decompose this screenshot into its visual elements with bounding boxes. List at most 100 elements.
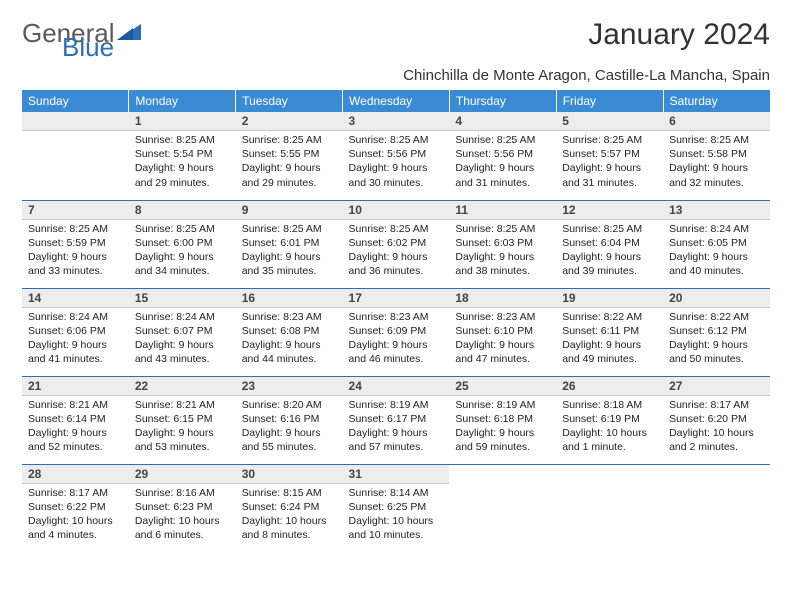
calendar-table: Sunday Monday Tuesday Wednesday Thursday…	[22, 90, 770, 552]
day-number: 18	[449, 289, 556, 308]
calendar-day-cell: 20Sunrise: 8:22 AMSunset: 6:12 PMDayligh…	[663, 288, 770, 376]
day-number: 9	[236, 201, 343, 220]
calendar-day-cell	[556, 464, 663, 552]
day-info: Sunrise: 8:22 AMSunset: 6:12 PMDaylight:…	[669, 310, 764, 367]
day-number: 8	[129, 201, 236, 220]
calendar-day-cell: 31 Sunrise: 8:14 AMSunset: 6:25 PMDayligh…	[343, 464, 450, 552]
day-info: Sunrise: 8:25 AMSunset: 5:57 PMDaylight:…	[562, 133, 657, 190]
day-info: Sunrise: 8:23 AMSunset: 6:08 PMDaylight:…	[242, 310, 337, 367]
day-number: 29	[129, 465, 236, 484]
calendar-day-cell: 18 Sunrise: 8:23 AMSunset: 6:10 PMDayligh…	[449, 288, 556, 376]
calendar-day-cell: 2 Sunrise: 8:25 AMSunset: 5:55 PMDaylight…	[236, 112, 343, 200]
day-number: 31	[343, 465, 450, 484]
day-info: Sunrise: 8:25 AMSunset: 6:00 PMDaylight:…	[135, 222, 230, 279]
day-info: Sunrise: 8:16 AMSunset: 6:23 PMDaylight:…	[135, 486, 230, 543]
calendar-day-cell	[22, 112, 129, 200]
day-info: Sunrise: 8:25 AMSunset: 6:02 PMDaylight:…	[349, 222, 444, 279]
calendar-day-cell: 25 Sunrise: 8:19 AMSunset: 6:18 PMDayligh…	[449, 376, 556, 464]
day-info: Sunrise: 8:21 AMSunset: 6:15 PMDaylight:…	[135, 398, 230, 455]
calendar-day-cell: 29 Sunrise: 8:16 AMSunset: 6:23 PMDayligh…	[129, 464, 236, 552]
calendar-week-row: 7 Sunrise: 8:25 AMSunset: 5:59 PMDaylight…	[22, 200, 770, 288]
day-number: 15	[129, 289, 236, 308]
calendar-day-cell: 22 Sunrise: 8:21 AMSunset: 6:15 PMDayligh…	[129, 376, 236, 464]
calendar-day-cell: 28Sunrise: 8:17 AMSunset: 6:22 PMDayligh…	[22, 464, 129, 552]
day-number: 23	[236, 377, 343, 396]
calendar-day-cell: 21 Sunrise: 8:21 AMSunset: 6:14 PMDayligh…	[22, 376, 129, 464]
calendar-week-row: 21 Sunrise: 8:21 AMSunset: 6:14 PMDayligh…	[22, 376, 770, 464]
calendar-day-cell: 15 Sunrise: 8:24 AMSunset: 6:07 PMDayligh…	[129, 288, 236, 376]
day-number: 2	[236, 112, 343, 131]
brand-part2: Blue	[62, 32, 114, 63]
day-info: Sunrise: 8:25 AMSunset: 6:04 PMDaylight:…	[562, 222, 657, 279]
day-number: 28	[22, 465, 129, 484]
day-info: Sunrise: 8:25 AMSunset: 5:56 PMDaylight:…	[455, 133, 550, 190]
calendar-day-cell: 19Sunrise: 8:22 AMSunset: 6:11 PMDayligh…	[556, 288, 663, 376]
calendar-day-cell: 3 Sunrise: 8:25 AMSunset: 5:56 PMDaylight…	[343, 112, 450, 200]
day-info: Sunrise: 8:19 AMSunset: 6:17 PMDaylight:…	[349, 398, 444, 455]
day-number: 27	[663, 377, 770, 396]
day-info: Sunrise: 8:23 AMSunset: 6:09 PMDaylight:…	[349, 310, 444, 367]
day-info: Sunrise: 8:22 AMSunset: 6:11 PMDaylight:…	[562, 310, 657, 367]
weekday-header: Tuesday	[236, 90, 343, 112]
weekday-header: Wednesday	[343, 90, 450, 112]
calendar-day-cell: 27 Sunrise: 8:17 AMSunset: 6:20 PMDayligh…	[663, 376, 770, 464]
day-number: 14	[22, 289, 129, 308]
location-text: Chinchilla de Monte Aragon, Castille-La …	[22, 67, 770, 84]
calendar-day-cell: 10Sunrise: 8:25 AMSunset: 6:02 PMDayligh…	[343, 200, 450, 288]
day-number: 3	[343, 112, 450, 131]
calendar-week-row: 1Sunrise: 8:25 AMSunset: 5:54 PMDaylight…	[22, 112, 770, 200]
day-info: Sunrise: 8:24 AMSunset: 6:06 PMDaylight:…	[28, 310, 123, 367]
day-info: Sunrise: 8:25 AMSunset: 5:54 PMDaylight:…	[135, 133, 230, 190]
day-info: Sunrise: 8:25 AMSunset: 5:55 PMDaylight:…	[242, 133, 337, 190]
day-info: Sunrise: 8:19 AMSunset: 6:18 PMDaylight:…	[455, 398, 550, 455]
day-number: 7	[22, 201, 129, 220]
day-number: 4	[449, 112, 556, 131]
calendar-day-cell: 7 Sunrise: 8:25 AMSunset: 5:59 PMDaylight…	[22, 200, 129, 288]
day-number: 25	[449, 377, 556, 396]
day-info: Sunrise: 8:24 AMSunset: 6:07 PMDaylight:…	[135, 310, 230, 367]
calendar-day-cell: 12 Sunrise: 8:25 AMSunset: 6:04 PMDayligh…	[556, 200, 663, 288]
calendar-day-cell: 4 Sunrise: 8:25 AMSunset: 5:56 PMDaylight…	[449, 112, 556, 200]
day-number: 30	[236, 465, 343, 484]
day-number: 5	[556, 112, 663, 131]
day-info: Sunrise: 8:25 AMSunset: 5:56 PMDaylight:…	[349, 133, 444, 190]
day-number: 12	[556, 201, 663, 220]
calendar-day-cell: 9 Sunrise: 8:25 AMSunset: 6:01 PMDaylight…	[236, 200, 343, 288]
calendar-day-cell: 11 Sunrise: 8:25 AMSunset: 6:03 PMDayligh…	[449, 200, 556, 288]
day-number: 26	[556, 377, 663, 396]
weekday-header-row: Sunday Monday Tuesday Wednesday Thursday…	[22, 90, 770, 112]
calendar-day-cell	[663, 464, 770, 552]
logo-triangle-icon	[117, 18, 143, 49]
day-number: 24	[343, 377, 450, 396]
day-info: Sunrise: 8:18 AMSunset: 6:19 PMDaylight:…	[562, 398, 657, 455]
calendar-day-cell: 5 Sunrise: 8:25 AMSunset: 5:57 PMDaylight…	[556, 112, 663, 200]
weekday-header: Thursday	[449, 90, 556, 112]
day-info: Sunrise: 8:20 AMSunset: 6:16 PMDaylight:…	[242, 398, 337, 455]
day-info: Sunrise: 8:25 AMSunset: 5:58 PMDaylight:…	[669, 133, 764, 190]
weekday-header: Monday	[129, 90, 236, 112]
day-info: Sunrise: 8:24 AMSunset: 6:05 PMDaylight:…	[669, 222, 764, 279]
day-number: 22	[129, 377, 236, 396]
day-info: Sunrise: 8:21 AMSunset: 6:14 PMDaylight:…	[28, 398, 123, 455]
calendar-day-cell: 16Sunrise: 8:23 AMSunset: 6:08 PMDayligh…	[236, 288, 343, 376]
calendar-day-cell: 23 Sunrise: 8:20 AMSunset: 6:16 PMDayligh…	[236, 376, 343, 464]
day-info: Sunrise: 8:17 AMSunset: 6:20 PMDaylight:…	[669, 398, 764, 455]
day-number: 17	[343, 289, 450, 308]
day-number: 11	[449, 201, 556, 220]
calendar-week-row: 28Sunrise: 8:17 AMSunset: 6:22 PMDayligh…	[22, 464, 770, 552]
day-number: 6	[663, 112, 770, 131]
day-info: Sunrise: 8:15 AMSunset: 6:24 PMDaylight:…	[242, 486, 337, 543]
day-number: 21	[22, 377, 129, 396]
weekday-header: Sunday	[22, 90, 129, 112]
day-info: Sunrise: 8:23 AMSunset: 6:10 PMDaylight:…	[455, 310, 550, 367]
day-info: Sunrise: 8:14 AMSunset: 6:25 PMDaylight:…	[349, 486, 444, 543]
day-info: Sunrise: 8:25 AMSunset: 5:59 PMDaylight:…	[28, 222, 123, 279]
page-title: January 2024	[588, 18, 770, 52]
calendar-day-cell: 30 Sunrise: 8:15 AMSunset: 6:24 PMDayligh…	[236, 464, 343, 552]
calendar-day-cell: 17 Sunrise: 8:23 AMSunset: 6:09 PMDayligh…	[343, 288, 450, 376]
calendar-day-cell	[449, 464, 556, 552]
day-info: Sunrise: 8:25 AMSunset: 6:01 PMDaylight:…	[242, 222, 337, 279]
calendar-day-cell: 13Sunrise: 8:24 AMSunset: 6:05 PMDayligh…	[663, 200, 770, 288]
day-info: Sunrise: 8:25 AMSunset: 6:03 PMDaylight:…	[455, 222, 550, 279]
weekday-header: Friday	[556, 90, 663, 112]
